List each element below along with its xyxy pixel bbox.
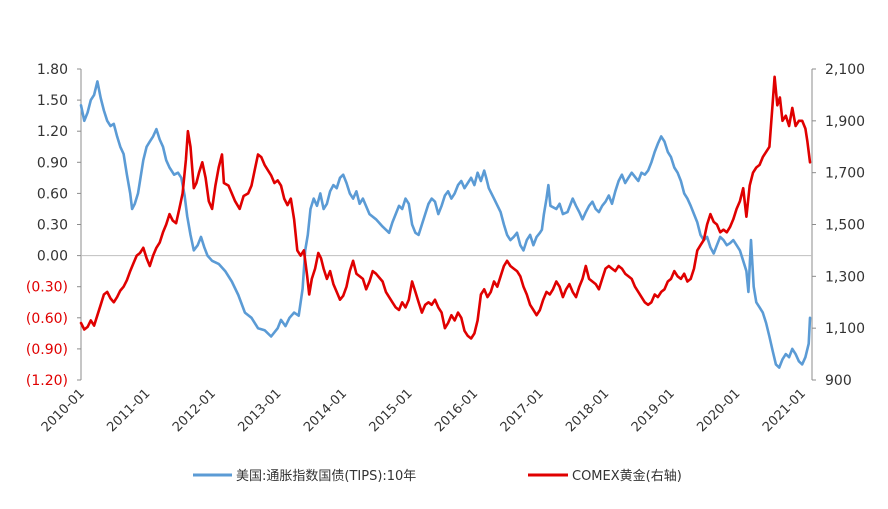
left-tick-label: 0.90 — [37, 155, 68, 171]
x-axis-ticks: 2010-01 2011-01 2012-01 2013-01 2014-01 2015-… — [39, 386, 809, 435]
left-tick-label: (0.60) — [26, 311, 68, 327]
x-tick-label: 2021-01 — [760, 386, 809, 435]
x-tick-label: 2011-01 — [104, 386, 153, 435]
x-tick-label: 2012-01 — [170, 386, 219, 435]
left-tick-label: 1.80 — [37, 62, 68, 78]
x-tick-label: 2016-01 — [432, 386, 481, 435]
right-tick-label: 1,500 — [825, 218, 865, 234]
right-tick-label: 900 — [825, 373, 852, 389]
x-tick-label: 2019-01 — [629, 386, 678, 435]
left-tick-label: 0.60 — [37, 186, 68, 202]
x-tick-label: 2015-01 — [367, 386, 416, 435]
left-tick-label: (0.90) — [26, 342, 68, 358]
left-axis-ticks: 1.80 1.50 1.20 0.90 0.60 0.30 0.00 (0.30) (0.60)… — [26, 62, 81, 389]
legend-label-gold: COMEX黄金(右轴) — [572, 468, 682, 484]
legend: 美国:通胀指数国债(TIPS):10年 COMEX黄金(右轴) — [193, 468, 682, 484]
series-layer — [79, 75, 812, 369]
right-tick-label: 1,700 — [825, 166, 865, 182]
series-line-gold — [79, 75, 812, 340]
right-tick-label: 1,300 — [825, 269, 865, 285]
right-axis-ticks: 2,100 1,900 1,700 1,500 1,300 1,100 900 — [812, 62, 865, 389]
left-tick-label: (1.20) — [26, 373, 68, 389]
right-tick-label: 1,100 — [825, 321, 865, 337]
left-tick-label: 1.50 — [37, 93, 68, 109]
series-line-tips — [79, 80, 812, 369]
left-tick-label: 0.30 — [37, 218, 68, 234]
left-tick-label: (0.30) — [26, 280, 68, 296]
x-tick-label: 2014-01 — [301, 386, 350, 435]
x-tick-label: 2010-01 — [39, 386, 88, 435]
x-tick-label: 2017-01 — [498, 386, 547, 435]
x-tick-label: 2013-01 — [235, 386, 284, 435]
left-tick-label: 0.00 — [37, 249, 68, 265]
x-tick-label: 2018-01 — [563, 386, 612, 435]
right-tick-label: 2,100 — [825, 62, 865, 78]
left-tick-label: 1.20 — [37, 124, 68, 140]
right-tick-label: 1,900 — [825, 114, 865, 130]
axes — [80, 69, 813, 380]
x-tick-label: 2020-01 — [694, 386, 743, 435]
legend-label-tips: 美国:通胀指数国债(TIPS):10年 — [236, 469, 416, 484]
